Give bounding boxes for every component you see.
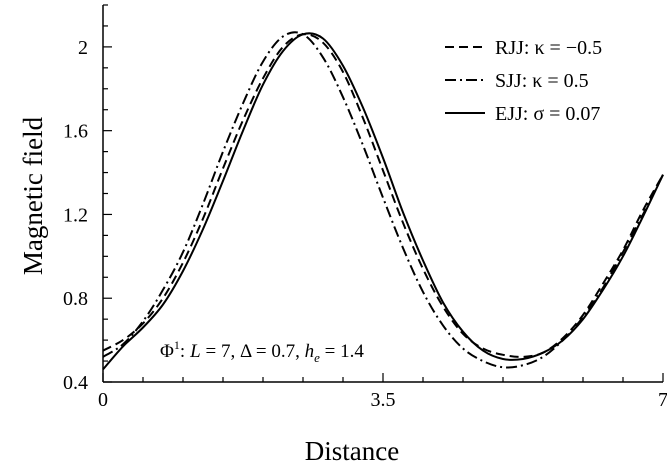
legend: RJJ: κ = −0.5 SJJ: κ = 0.5 EJJ: σ = 0.07 bbox=[445, 37, 602, 125]
legend-label: RJJ: κ = −0.5 bbox=[495, 37, 602, 59]
y-tick-label: 0.4 bbox=[63, 372, 88, 394]
annotation-phi: Φ bbox=[160, 341, 174, 362]
annotation-L-var: L bbox=[189, 341, 201, 362]
annotation-colon: : bbox=[180, 341, 185, 362]
x-tick-label: 3.5 bbox=[371, 389, 396, 411]
x-tick-label: 7 bbox=[658, 389, 667, 411]
y-tick-label: 2 bbox=[78, 37, 88, 59]
y-tick-label: 1.2 bbox=[63, 204, 88, 226]
parameter-annotation: Φ1: L = 7, Δ = 0.7, he = 1.4 bbox=[160, 338, 364, 365]
y-axis-title: Magnetic field bbox=[18, 116, 48, 275]
tick-labels: 0 3.5 7 0.4 0.8 1.2 1.6 2 bbox=[63, 37, 667, 411]
y-tick-label: 1.6 bbox=[63, 121, 88, 143]
annotation-sup: 1 bbox=[174, 338, 180, 352]
y-tick-label: 0.8 bbox=[63, 288, 88, 310]
x-axis-title: Distance bbox=[305, 436, 399, 466]
annotation-h-eq: = 1.4 bbox=[320, 341, 364, 362]
ticks bbox=[102, 4, 664, 383]
legend-label: EJJ: σ = 0.07 bbox=[495, 103, 600, 125]
series-line-ejj bbox=[102, 32, 664, 371]
annotation-h-var: h bbox=[305, 341, 315, 362]
x-tick-label: 0 bbox=[98, 389, 108, 411]
annotation-L-eq: = 7, bbox=[201, 341, 240, 362]
series-layer bbox=[102, 31, 664, 371]
legend-label: SJJ: κ = 0.5 bbox=[495, 70, 589, 92]
annotation-h-sub: e bbox=[314, 350, 320, 365]
annotation-delta: Δ = 0.7, bbox=[240, 341, 305, 362]
series-line-rjj bbox=[102, 33, 664, 358]
